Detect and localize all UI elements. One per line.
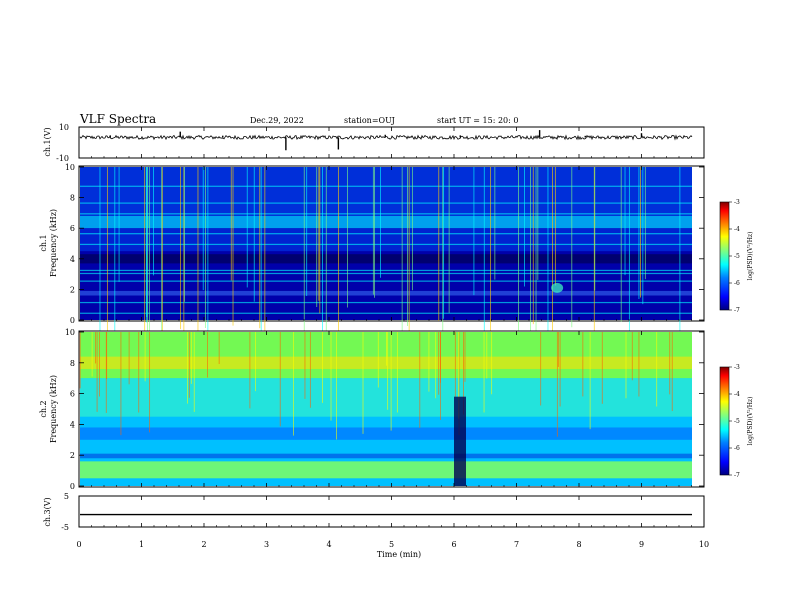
ch1-whistler-blob	[551, 282, 564, 293]
ch2-colorbar: -3 -4 -5 -6 -7 log(PSD)(V²/Hz)	[719, 364, 754, 479]
ytick-label: 4	[70, 255, 75, 264]
ch2-colorbar-label: log(PSD)(V²/Hz)	[747, 397, 754, 446]
xtick-label: 9	[639, 540, 644, 549]
ch3-waveform-frame	[78, 495, 705, 528]
ch1-band-6khz	[80, 215, 692, 229]
ytick-label: 6	[70, 390, 75, 399]
ch1-tone-line	[80, 185, 692, 187]
xtick-label: 3	[264, 540, 269, 549]
ch2-colorbar-bar	[719, 366, 730, 476]
ch2-band-mid	[80, 378, 692, 417]
ch1-band-mid	[80, 228, 692, 252]
ch1-ytick-bottom: -10	[56, 154, 69, 163]
ch2-spectrogram-ylabel-line2: Frequency (kHz)	[49, 375, 58, 443]
xtick-label: 1	[139, 540, 144, 549]
ch3-ytick-bottom: -5	[61, 523, 69, 532]
time-axis: 0 1 2 3 4 5 6 7 8 9 10	[76, 127, 709, 549]
station-label: station=OUJ	[344, 116, 395, 125]
colorbar-tick-label: -3	[734, 199, 740, 206]
ch1-tone-line	[80, 301, 692, 304]
ch1-colorbar-bar	[719, 201, 730, 311]
ch1-tone-line	[80, 269, 692, 272]
xtick-label: 8	[576, 540, 581, 549]
ytick-label: 6	[70, 224, 75, 233]
ytick-label: 4	[70, 420, 75, 429]
ch1-tone-line	[80, 272, 692, 275]
ch1-tone-line	[80, 280, 692, 282]
ytick-label: 2	[70, 451, 75, 460]
ch2-band-high	[80, 332, 692, 379]
colorbar-tick-label: -4	[734, 226, 740, 233]
ch1-spectrogram-features	[80, 167, 692, 363]
ch2-spectrogram-features	[79, 332, 692, 486]
ch1-tone-line	[80, 243, 692, 246]
xtick-label: 7	[514, 540, 519, 549]
colorbar-tick-label: -4	[734, 391, 740, 398]
ch1-colorbar-label: log(PSD)(V²/Hz)	[747, 232, 754, 281]
colorbar-tick-label: -6	[734, 445, 740, 452]
ch2-band-8khz	[80, 356, 692, 369]
ytick-label: 8	[70, 359, 75, 368]
ch1-spectrogram-yticks: 10 8 6 4 2 0	[65, 163, 704, 325]
ch1-waveform-frame	[78, 126, 705, 159]
ch2-band-low	[80, 461, 692, 479]
ch3-waveform-panel: 5 -5 ch.3(V)	[43, 492, 705, 532]
ytick-label: 0	[70, 316, 75, 325]
xtick-label: 0	[76, 540, 81, 549]
ch2-spectrogram-ylabel-line1: ch.2	[39, 400, 48, 417]
ch1-ytick-top: 10	[59, 123, 69, 132]
ch2-colorbar-ticks: -3 -4 -5 -6 -7	[729, 364, 740, 479]
ch1-spikes	[109, 130, 643, 151]
colorbar-tick-label: -5	[734, 418, 740, 425]
colorbar-tick-label: -7	[734, 307, 740, 314]
time-axis-label: Time (min)	[377, 550, 421, 559]
colorbar-tick-label: -5	[734, 253, 740, 260]
ytick-label: 10	[65, 328, 75, 337]
ch1-spectrogram-panel: 10 8 6 4 2 0 ch.1 Frequency (kHz)	[39, 163, 705, 363]
start-time-label: start UT = 15: 20: 0	[437, 116, 518, 125]
xtick-label: 10	[699, 540, 709, 549]
ch1-colorbar: -3 -4 -5 -6 -7 log(PSD)(V²/Hz)	[719, 199, 754, 314]
ch2-band-3khz	[80, 427, 692, 440]
ch2-spectrogram-yticks: 10 8 6 4 2 0	[65, 328, 704, 491]
date-label: Dec.29, 2022	[250, 116, 304, 125]
ch2-dark-gap	[454, 396, 466, 486]
ytick-label: 0	[70, 482, 75, 491]
xtick-label: 6	[451, 540, 456, 549]
ch1-band-high	[80, 167, 692, 216]
figure-title: VLF Spectra	[79, 112, 156, 126]
ch1-spectrogram-ylabel-line1: ch.1	[39, 234, 48, 251]
ch1-tone-line	[80, 233, 692, 235]
ch1-waveform-panel: 10 -10 ch.1(V)	[43, 123, 705, 163]
colorbar-tick-label: -7	[734, 472, 740, 479]
ch1-ylabel: ch.1(V)	[43, 127, 52, 156]
ch1-tone-line	[80, 202, 692, 204]
ch3-ylabel: ch.3(V)	[43, 497, 52, 526]
ch1-band-dark	[80, 254, 692, 264]
colorbar-tick-label: -3	[734, 364, 740, 371]
xtick-label: 4	[326, 540, 331, 549]
ytick-label: 8	[70, 194, 75, 203]
ch1-tone-line	[80, 312, 692, 314]
ch1-colorbar-ticks: -3 -4 -5 -6 -7	[729, 199, 740, 314]
ytick-label: 2	[70, 285, 75, 294]
ch1-band-2khz	[80, 290, 692, 296]
ch1-spectrogram-ylabel-line2: Frequency (kHz)	[49, 209, 58, 277]
xtick-label: 2	[201, 540, 206, 549]
ch2-spectrogram-panel: 10 8 6 4 2 0 ch.2 Frequency (kHz)	[39, 328, 705, 491]
ch1-waveform-trace	[79, 134, 693, 141]
colorbar-tick-label: -6	[734, 280, 740, 287]
ch2-band-2khz	[80, 453, 692, 459]
xtick-label: 5	[389, 540, 394, 549]
ytick-label: 10	[65, 163, 75, 172]
ch3-ytick-top: 5	[64, 492, 69, 501]
ch1-tone-line	[80, 213, 692, 215]
